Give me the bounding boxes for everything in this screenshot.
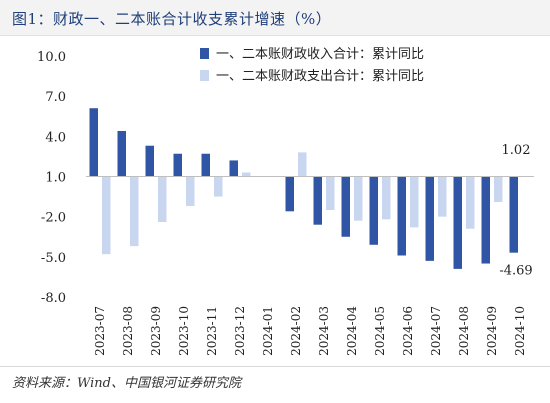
bar-expenditure — [466, 176, 475, 229]
bar-expenditure — [326, 176, 335, 210]
data-label: 1.02 — [502, 143, 531, 158]
x-tick-label: 2024-04 — [345, 306, 359, 356]
bar-expenditure — [354, 176, 363, 221]
x-tick-label: 2023-07 — [93, 306, 107, 356]
bar-chart: 10.0 7.0 4.0 1.0 -2.0 -5.0 -8.0 2023-07 2023-08 2… — [37, 47, 534, 356]
bar-revenue — [509, 176, 518, 253]
figure-title: 图1：财政一、二本账合计收支累计增速（%） — [12, 10, 332, 28]
figure-title-bar: 图1：财政一、二本账合计收支累计增速（%） — [0, 0, 550, 36]
x-tick-label: 2024-03 — [317, 306, 331, 356]
y-tick-label: -8.0 — [41, 291, 66, 306]
x-tick-label: 2024-05 — [373, 306, 387, 356]
bar-revenue — [453, 176, 462, 269]
x-tick-label: 2024-01 — [261, 306, 275, 356]
y-tick-label: 10.0 — [37, 50, 66, 65]
bar-revenue — [173, 153, 182, 177]
bar-revenue — [229, 160, 238, 177]
bar-revenue — [89, 108, 98, 177]
x-tick-label: 2024-07 — [429, 306, 443, 356]
bar-revenue — [397, 176, 406, 256]
source-note: 资料来源：Wind、中国银河证券研究院 — [12, 376, 241, 391]
bar-revenue — [285, 176, 294, 212]
bar-expenditure — [242, 172, 251, 177]
x-tick-label: 2024-06 — [401, 306, 415, 356]
bar-revenue — [313, 176, 322, 225]
source-divider — [0, 366, 550, 367]
x-tick-label: 2024-02 — [289, 306, 303, 356]
bar-expenditure — [214, 176, 223, 197]
legend-label-expenditure: 一、二本账财政支出合计：累计同比 — [216, 69, 424, 84]
bar-expenditure — [410, 176, 419, 228]
bar-expenditure — [102, 176, 111, 255]
bar-expenditure — [438, 176, 447, 217]
x-tick-label: 2023-09 — [149, 306, 163, 356]
bar-expenditure — [298, 152, 307, 177]
bar-expenditure — [382, 176, 391, 220]
bar-revenue — [117, 130, 126, 177]
legend-swatch-expenditure — [200, 70, 209, 81]
y-tick-label: 1.0 — [45, 171, 66, 186]
y-tick-label: -5.0 — [41, 251, 66, 266]
x-tick-label: 2024-08 — [457, 306, 471, 356]
bar-expenditure — [158, 176, 167, 223]
x-tick-label: 2023-10 — [177, 306, 191, 356]
bar-expenditure — [130, 176, 139, 247]
bar-expenditure — [494, 176, 503, 202]
x-tick-label: 2024-09 — [485, 306, 499, 356]
x-tick-label: 2023-11 — [205, 306, 219, 356]
x-tick-label: 2024-10 — [513, 306, 527, 356]
bar-revenue — [481, 176, 490, 264]
bar-revenue — [341, 176, 350, 237]
y-tick-label: 7.0 — [45, 90, 66, 105]
bar-revenue — [425, 176, 434, 261]
legend-swatch-revenue — [200, 48, 209, 59]
y-tick-label: 4.0 — [45, 130, 66, 145]
x-tick-label: 2023-08 — [121, 306, 135, 356]
bar-revenue — [145, 145, 154, 177]
bar-revenue — [369, 176, 378, 245]
data-label: -4.69 — [499, 264, 532, 279]
y-tick-label: -2.0 — [41, 211, 66, 226]
x-tick-label: 2023-12 — [233, 306, 247, 356]
bar-expenditure — [186, 176, 195, 206]
legend-label-revenue: 一、二本账财政收入合计：累计同比 — [216, 47, 424, 62]
bar-revenue — [201, 153, 210, 177]
